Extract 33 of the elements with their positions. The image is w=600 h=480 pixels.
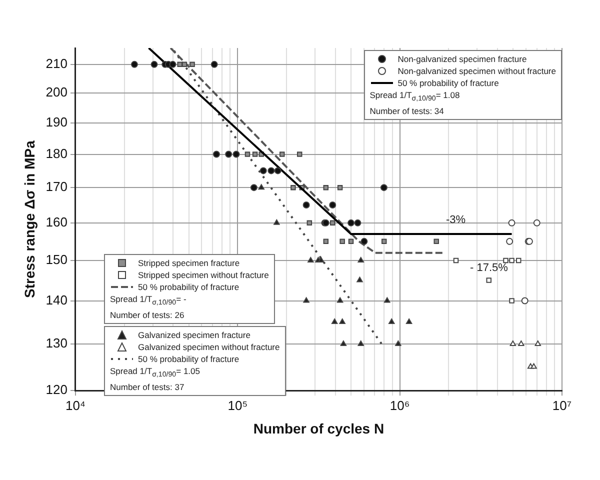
legend-label: 50 % probability of fracture — [138, 282, 240, 292]
legend-label: Non-galvanized specimen fracture — [398, 54, 527, 64]
x-tick-label: 10⁴ — [65, 398, 86, 413]
legend-label: Stripped specimen fracture — [138, 258, 240, 268]
x-axis-title: Number of cycles N — [253, 420, 384, 436]
legend-label: Galvanized specimen fracture — [138, 330, 250, 340]
y-tick-label: 160 — [46, 214, 68, 230]
y-tick-label: 170 — [46, 179, 68, 194]
annotation: -3% — [446, 214, 466, 226]
y-axis-title: Stress range Δσ in MPa — [21, 140, 38, 298]
x-tick-label: 10⁵ — [228, 398, 248, 413]
y-tick-label: 120 — [46, 382, 68, 398]
annotation: Number of tests: 34 — [370, 106, 445, 117]
x-tick-label: 10⁷ — [552, 398, 572, 413]
y-tick-label: 190 — [46, 114, 68, 130]
y-tick-label: 210 — [46, 56, 68, 71]
annotation: - 17.5% — [470, 262, 508, 274]
annotation: Spread 1/T$_{σ,10/90}$= 1.08 — [370, 90, 461, 105]
annotation: Number of tests: 26 — [110, 310, 186, 321]
annotation: Spread 1/T$_{σ,10/90}$= 1.05 — [110, 366, 201, 381]
y-tick-label: 200 — [46, 84, 68, 100]
y-tick-label: 180 — [46, 146, 68, 161]
legend-label: 50 % probability of fracture — [398, 78, 499, 88]
legend-label: Non-galvanized specimen without fracture — [398, 66, 556, 76]
annotation: Spread 1/T$_{σ,10/90}$= - — [110, 294, 188, 309]
x-tick-label: 10⁶ — [390, 398, 410, 413]
legend-label: Galvanized specimen without fracture — [138, 342, 280, 352]
y-tick-label: 130 — [46, 336, 68, 351]
annotation: Number of tests: 37 — [110, 382, 186, 393]
y-tick-label: 150 — [46, 252, 68, 268]
legend-label: Stripped specimen without fracture — [138, 270, 269, 280]
legend-label: 50 % probability of fracture — [138, 354, 240, 364]
y-tick-label: 140 — [46, 292, 68, 308]
